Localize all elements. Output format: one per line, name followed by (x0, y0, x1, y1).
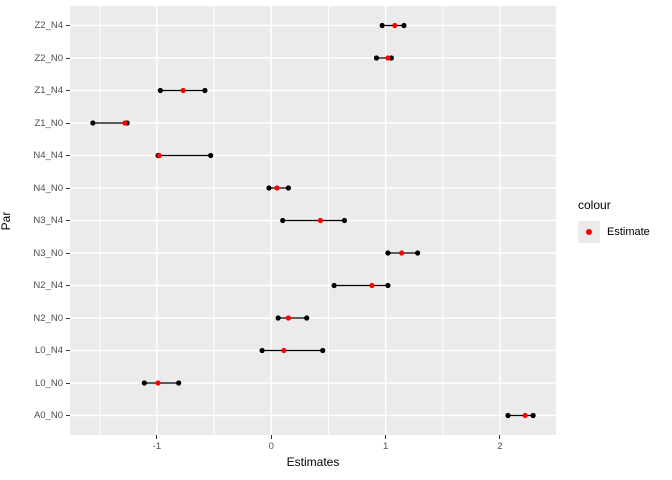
interval-low-dot (385, 250, 391, 256)
interval-low-dot (331, 282, 337, 289)
y-tick-mark (66, 382, 70, 384)
estimate-dot (369, 282, 375, 289)
y-tick-label: N3_N0 (33, 247, 63, 259)
estimate-dot (522, 412, 528, 419)
estimate-dot (399, 250, 405, 256)
x-tick-label: 0 (268, 441, 274, 452)
interval-low-dot (280, 217, 286, 224)
estimate-dot-icon (586, 229, 592, 235)
legend: colour Estimate (578, 198, 668, 243)
estimate-dot (122, 120, 128, 126)
interval-low-dot (275, 315, 281, 321)
y-axis-title: Par (0, 211, 13, 231)
x-tick-mark (156, 435, 158, 439)
y-tick-mark (66, 350, 70, 351)
estimate-dot (317, 217, 324, 224)
y-tick-label: N2_N0 (33, 312, 63, 324)
y-tick-mark (66, 285, 70, 286)
x-tick-label: 1 (382, 441, 389, 452)
y-tick-label: N4_N0 (33, 182, 63, 194)
interval-high-dot (415, 250, 421, 256)
y-tick-label: A0_N0 (33, 410, 63, 421)
y-tick-mark (66, 25, 70, 26)
y-tick-label: Z2_N0 (34, 52, 63, 64)
estimate-dot (392, 22, 398, 29)
x-tick-mark (499, 435, 501, 439)
estimate-dot (180, 87, 186, 94)
estimate-dot (285, 315, 292, 321)
interval-high-dot (208, 152, 214, 159)
x-axis-title: Estimates (286, 455, 340, 469)
interval-high-dot (176, 380, 182, 386)
estimate-dot (156, 152, 162, 159)
y-tick-label: Z1_N0 (34, 117, 63, 129)
y-tick-label: Z2_N4 (34, 20, 63, 31)
plot-panel (70, 6, 556, 435)
y-tick-label: N3_N4 (33, 215, 63, 226)
y-tick-label: N2_N4 (33, 280, 63, 291)
y-tick-label: L0_N0 (35, 377, 63, 389)
y-tick-label: N4_N4 (33, 150, 63, 161)
x-tick-mark (270, 435, 272, 439)
y-tick-mark (66, 90, 70, 91)
interval-low-dot (266, 185, 272, 191)
estimate-dot (385, 55, 391, 61)
interval-low-dot (157, 87, 163, 94)
interval-high-dot (530, 412, 536, 419)
interval-low-dot (379, 22, 385, 29)
interval-high-dot (401, 22, 407, 29)
x-tick-label: 2 (497, 441, 503, 452)
y-tick-mark (66, 122, 70, 124)
interval-high-dot (304, 315, 310, 321)
interval-low-dot (505, 412, 511, 419)
x-tick-mark (385, 435, 387, 439)
interval-high-dot (285, 185, 292, 191)
legend-key-box (578, 221, 600, 243)
estimate-dot (274, 185, 280, 191)
x-tick-label: -1 (152, 441, 162, 452)
interval-low-dot (373, 55, 380, 61)
interval-high-dot (320, 347, 326, 354)
legend-item-label: Estimate (607, 226, 650, 238)
y-tick-mark (66, 155, 70, 156)
interval-low-dot (141, 380, 147, 386)
legend-title: colour (578, 198, 611, 212)
interval-high-dot (341, 217, 348, 224)
y-tick-mark (66, 187, 70, 189)
y-tick-label: Z1_N4 (34, 85, 63, 96)
interval-high-dot (202, 87, 208, 94)
y-tick-mark (66, 57, 70, 59)
estimate-dot (281, 347, 287, 354)
interval-high-dot (385, 282, 391, 289)
y-tick-mark (66, 317, 70, 319)
plot-canvas (70, 6, 556, 435)
estimate-dot (155, 380, 161, 386)
interval-low-dot (259, 347, 265, 354)
y-tick-mark (66, 220, 70, 221)
y-tick-mark (66, 415, 70, 416)
legend-item-estimate: Estimate (578, 221, 668, 243)
y-tick-mark (66, 252, 70, 254)
y-tick-label: L0_N4 (35, 345, 63, 356)
interval-low-dot (90, 120, 96, 126)
